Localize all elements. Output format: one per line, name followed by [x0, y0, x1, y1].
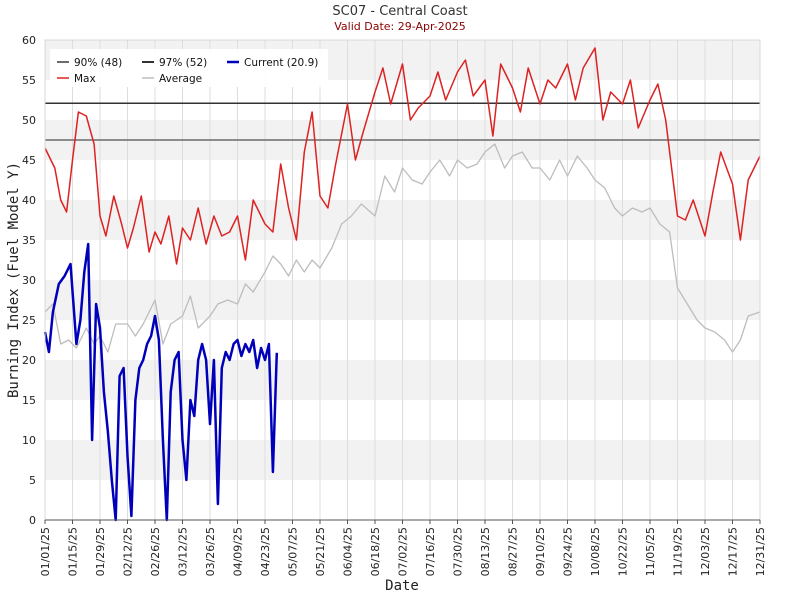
legend-label: Average: [159, 73, 202, 85]
x-tick-label: 01/01/25: [39, 527, 52, 576]
x-axis-title: Date: [385, 578, 419, 594]
x-tick-label: 08/27/25: [507, 527, 520, 576]
x-tick-label: 08/13/25: [479, 527, 492, 576]
y-tick-label: 25: [22, 314, 36, 327]
legend-label: 97% (52): [159, 57, 207, 69]
x-tick-label: 06/04/25: [342, 527, 355, 576]
threshold-lines: [45, 102, 760, 141]
y-tick-label: 55: [22, 74, 36, 87]
x-tick-label: 07/30/25: [452, 527, 465, 576]
y-tick-label: 50: [22, 114, 36, 127]
x-tick-label: 01/15/25: [67, 527, 80, 576]
x-tick-label: 09/24/25: [562, 527, 575, 576]
legend-label: 90% (48): [74, 57, 122, 69]
legend-label: Current (20.9): [244, 57, 318, 69]
y-tick-label: 60: [22, 34, 36, 47]
y-tick-label: 0: [29, 514, 36, 527]
x-tick-label: 11/05/25: [644, 527, 657, 576]
x-tick-label: 07/02/25: [397, 527, 410, 576]
legend-background: [50, 49, 328, 87]
x-tick-label: 03/12/25: [177, 527, 190, 576]
y-tick-label: 15: [22, 394, 36, 407]
y-axis-ticks: 0 5 10 15 20 25 30 35 40 45 50 55 60: [22, 34, 36, 527]
x-tick-label: 09/10/25: [534, 527, 547, 576]
y-tick-label: 20: [22, 354, 36, 367]
x-tick-label: 11/19/25: [672, 527, 685, 576]
vertical-gridlines: [44, 40, 761, 520]
x-axis-ticks: 01/01/25 01/15/25 01/29/25 02/12/25 02/26/25…: [39, 520, 767, 576]
y-axis-title: Burning Index (Fuel Model Y): [6, 162, 22, 398]
x-tick-label: 03/26/25: [204, 527, 217, 576]
x-tick-label: 12/03/25: [699, 527, 712, 576]
chart-title: SC07 - Central Coast: [332, 4, 467, 19]
y-tick-label: 5: [29, 474, 36, 487]
series-line: [44, 143, 761, 353]
y-tick-label: 35: [22, 234, 36, 247]
x-tick-label: 01/29/25: [94, 527, 107, 576]
x-tick-label: 04/23/25: [259, 527, 272, 576]
y-tick-label: 45: [22, 154, 36, 167]
x-tick-label: 10/08/25: [589, 527, 602, 576]
x-tick-label: 05/07/25: [287, 527, 300, 576]
x-tick-label: 02/12/25: [122, 527, 135, 576]
x-tick-label: 02/26/25: [149, 527, 162, 576]
x-tick-label: 07/16/25: [424, 527, 437, 576]
x-tick-label: 06/18/25: [369, 527, 382, 576]
chart-subtitle: Valid Date: 29-Apr-2025: [334, 20, 466, 33]
x-tick-label: 04/09/25: [232, 527, 245, 576]
x-tick-label: 12/31/25: [754, 527, 767, 576]
legend-label: Max: [74, 73, 96, 85]
x-tick-label: 05/21/25: [314, 527, 327, 576]
y-tick-label: 10: [22, 434, 36, 447]
y-tick-label: 40: [22, 194, 36, 207]
series-line: [43, 242, 279, 522]
y-tick-label: 30: [22, 274, 36, 287]
x-tick-label: 12/17/25: [727, 527, 740, 576]
legend: 90% (48) 97% (52) Current (20.9) Max Average: [50, 49, 328, 87]
x-tick-label: 10/22/25: [617, 527, 630, 576]
series-lines: [43, 47, 761, 522]
series-line: [44, 47, 761, 265]
